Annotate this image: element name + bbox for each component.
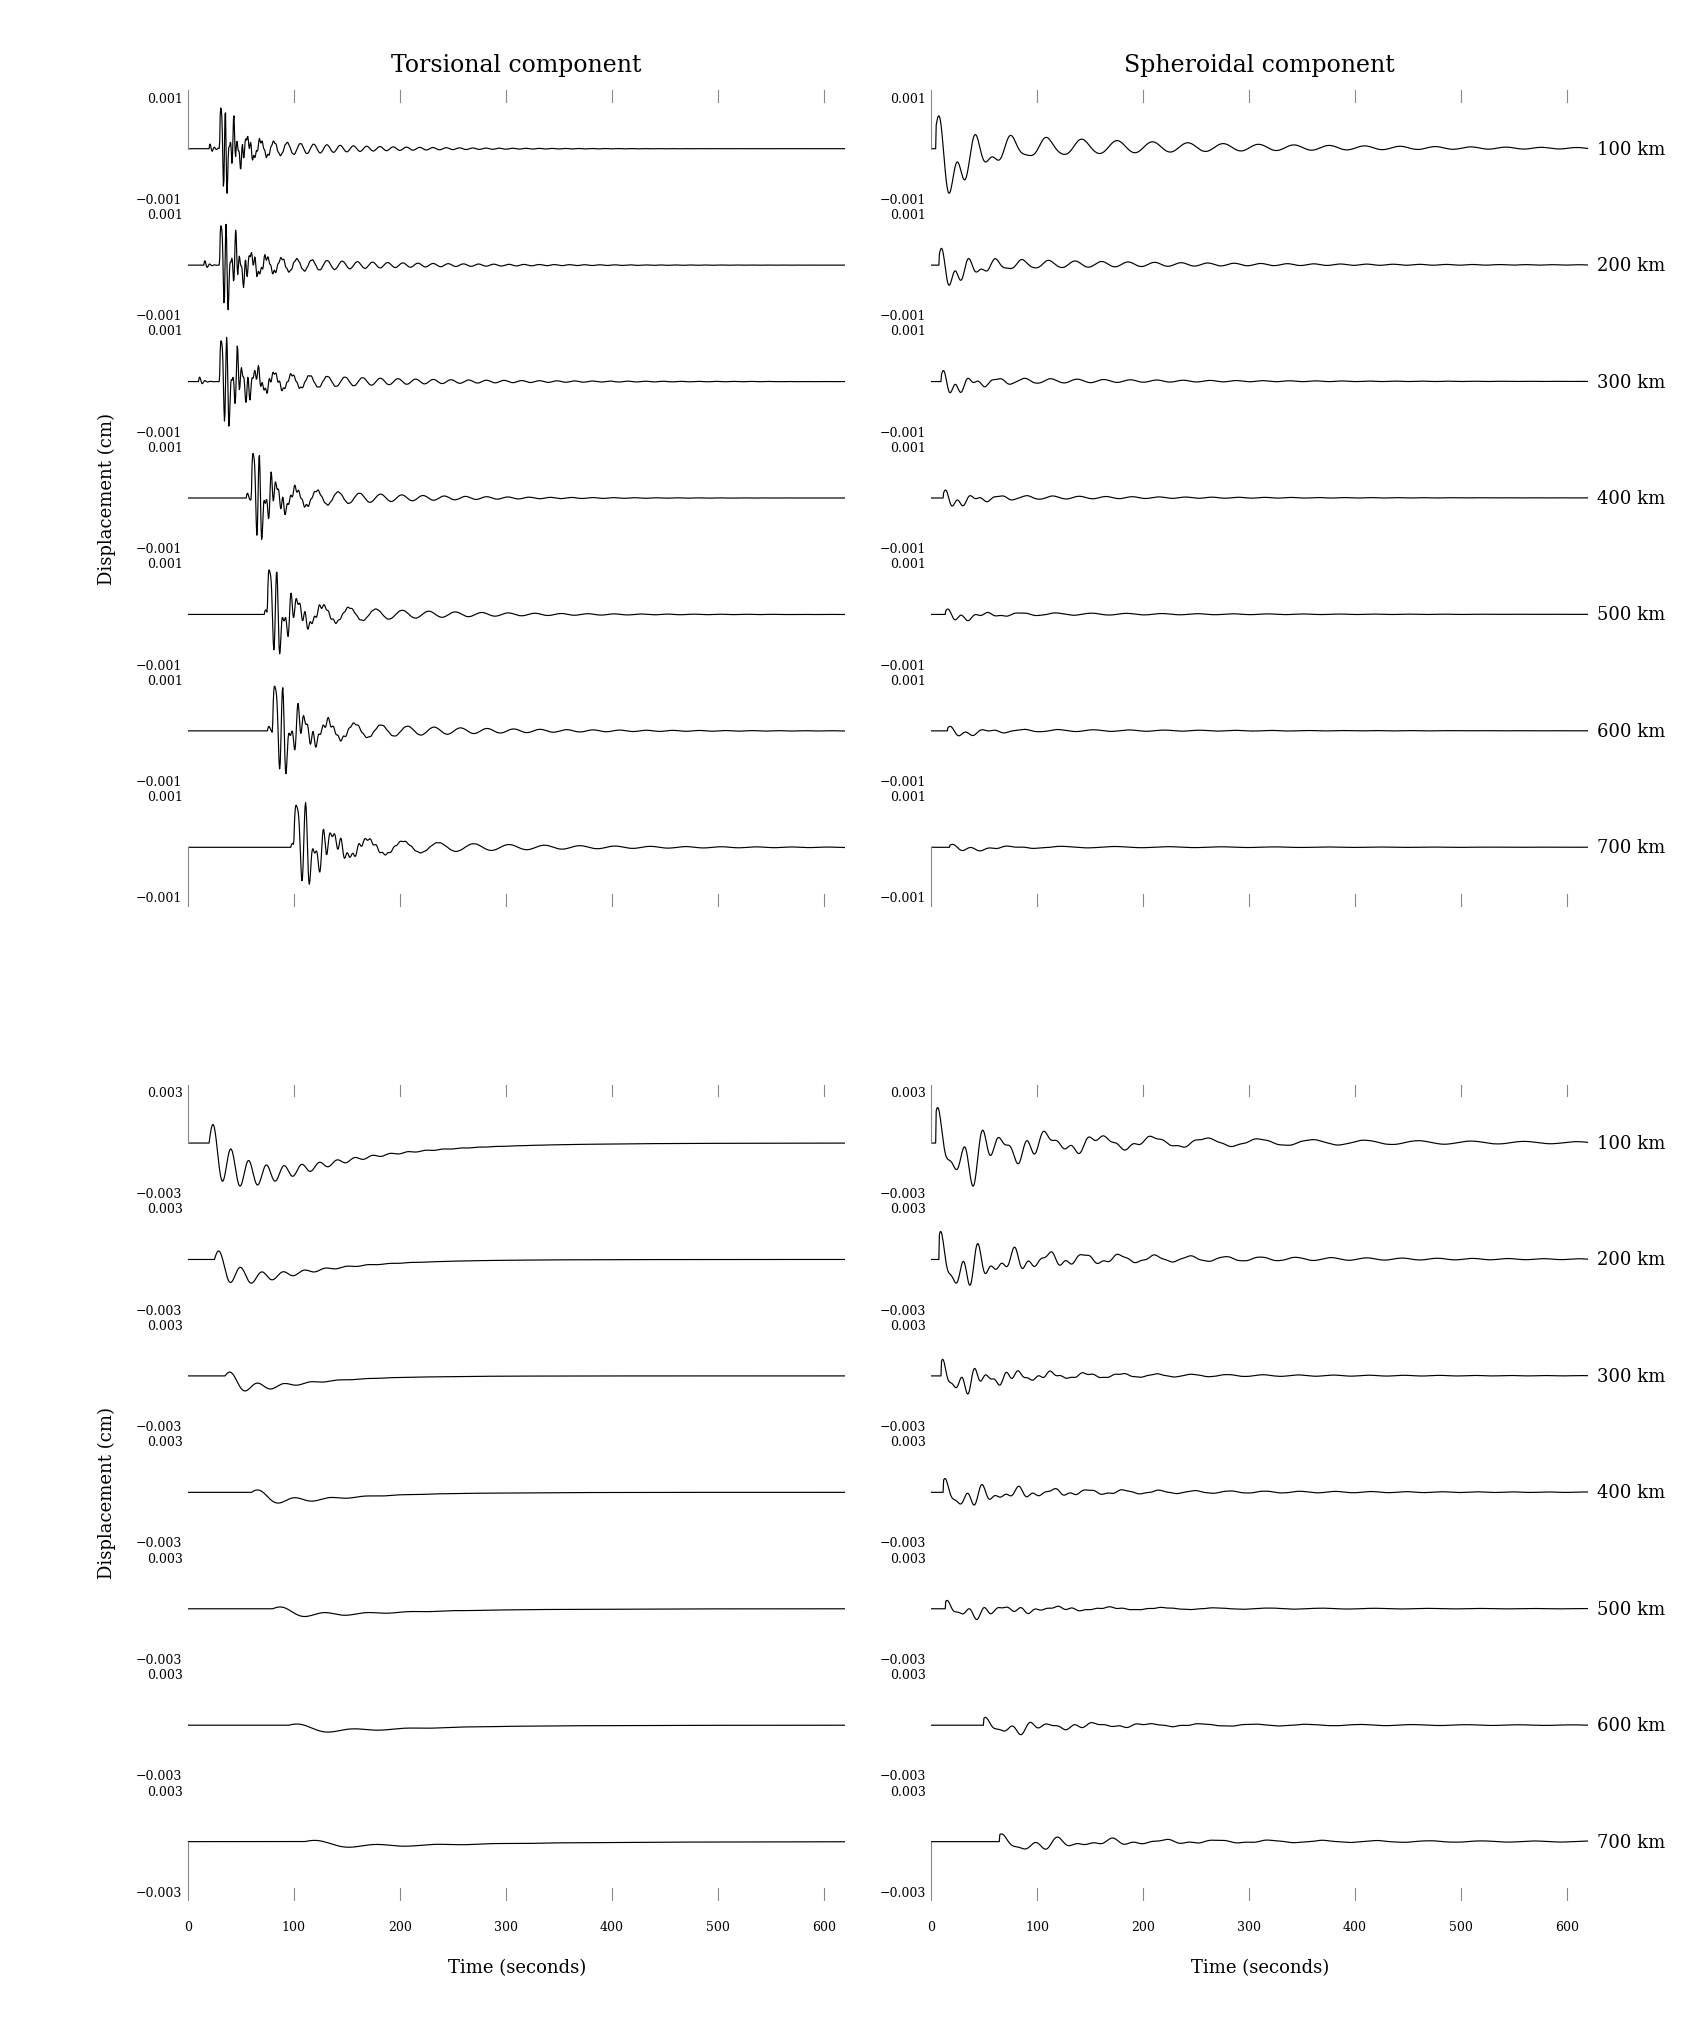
Text: 0.001: 0.001 [147,325,183,337]
Text: 0: 0 [184,1920,191,1932]
Text: 0.003: 0.003 [889,1784,925,1798]
Text: 0.003: 0.003 [147,1668,183,1680]
Text: 0.003: 0.003 [147,1784,183,1798]
Title: Spheroidal component: Spheroidal component [1123,55,1395,77]
Text: 0.001: 0.001 [889,441,925,455]
Text: −0.003: −0.003 [137,1886,183,1898]
Text: 500 km: 500 km [1596,606,1664,624]
Text: 0.003: 0.003 [147,1087,183,1099]
Text: 0.001: 0.001 [889,93,925,106]
Title: Torsional component: Torsional component [391,55,642,77]
Text: 300 km: 300 km [1596,1368,1664,1386]
Text: 400 km: 400 km [1596,1483,1664,1502]
Text: −0.003: −0.003 [137,1770,183,1782]
Y-axis label: Displacement (cm): Displacement (cm) [97,412,116,585]
Text: 0.003: 0.003 [147,1203,183,1215]
Text: 500: 500 [705,1920,729,1932]
Text: 100 km: 100 km [1596,1134,1664,1152]
Text: −0.003: −0.003 [879,1654,925,1666]
Text: −0.001: −0.001 [879,658,925,673]
Text: 0.003: 0.003 [889,1668,925,1680]
Text: 600 km: 600 km [1596,723,1664,740]
Text: −0.001: −0.001 [137,193,183,207]
Text: 400: 400 [599,1920,623,1932]
Text: 400: 400 [1342,1920,1366,1932]
Y-axis label: Displacement (cm): Displacement (cm) [97,1406,116,1579]
Text: Time (seconds): Time (seconds) [447,1959,586,1975]
Text: 300: 300 [1236,1920,1260,1932]
Text: −0.001: −0.001 [137,427,183,439]
Text: −0.001: −0.001 [137,543,183,557]
Text: −0.003: −0.003 [137,1187,183,1201]
Text: 0.003: 0.003 [147,1435,183,1449]
Text: −0.003: −0.003 [879,1305,925,1317]
Text: 0.003: 0.003 [147,1552,183,1565]
Text: −0.003: −0.003 [137,1654,183,1666]
Text: 700 km: 700 km [1596,839,1664,858]
Text: 0: 0 [927,1920,934,1932]
Text: 500 km: 500 km [1596,1599,1664,1617]
Text: −0.001: −0.001 [137,892,183,904]
Text: 700 km: 700 km [1596,1833,1664,1851]
Text: 0.001: 0.001 [147,209,183,221]
Text: −0.001: −0.001 [137,311,183,323]
Text: 200 km: 200 km [1596,256,1664,274]
Text: 0.001: 0.001 [147,790,183,805]
Text: 0.001: 0.001 [889,790,925,805]
Text: −0.001: −0.001 [879,543,925,557]
Text: 0.001: 0.001 [147,559,183,571]
Text: 0.003: 0.003 [889,1087,925,1099]
Text: 0.001: 0.001 [889,209,925,221]
Text: 600: 600 [813,1920,836,1932]
Text: −0.001: −0.001 [879,311,925,323]
Text: 200 km: 200 km [1596,1252,1664,1268]
Text: 0.003: 0.003 [889,1552,925,1565]
Text: −0.003: −0.003 [137,1305,183,1317]
Text: 0.001: 0.001 [147,441,183,455]
Text: −0.001: −0.001 [879,776,925,788]
Text: −0.003: −0.003 [137,1536,183,1550]
Text: 600: 600 [1555,1920,1579,1932]
Text: 0.001: 0.001 [147,93,183,106]
Text: −0.003: −0.003 [879,1187,925,1201]
Text: −0.001: −0.001 [879,892,925,904]
Text: 0.003: 0.003 [147,1319,183,1333]
Text: 300 km: 300 km [1596,374,1664,392]
Text: 300: 300 [493,1920,517,1932]
Text: −0.001: −0.001 [879,193,925,207]
Text: 100: 100 [282,1920,306,1932]
Text: −0.003: −0.003 [879,1770,925,1782]
Text: −0.003: −0.003 [879,1536,925,1550]
Text: −0.001: −0.001 [137,658,183,673]
Text: 0.003: 0.003 [889,1435,925,1449]
Text: 0.003: 0.003 [889,1203,925,1215]
Text: −0.003: −0.003 [879,1420,925,1433]
Text: 400 km: 400 km [1596,490,1664,508]
Text: 100 km: 100 km [1596,140,1664,158]
Text: 0.001: 0.001 [889,675,925,687]
Text: 500: 500 [1448,1920,1471,1932]
Text: Time (seconds): Time (seconds) [1190,1959,1328,1975]
Text: −0.001: −0.001 [137,776,183,788]
Text: 200: 200 [387,1920,411,1932]
Text: 0.003: 0.003 [889,1319,925,1333]
Text: 100: 100 [1024,1920,1048,1932]
Text: 0.001: 0.001 [889,325,925,337]
Text: −0.003: −0.003 [879,1886,925,1898]
Text: 600 km: 600 km [1596,1717,1664,1735]
Text: −0.003: −0.003 [137,1420,183,1433]
Text: 0.001: 0.001 [147,675,183,687]
Text: −0.001: −0.001 [879,427,925,439]
Text: 0.001: 0.001 [889,559,925,571]
Text: 200: 200 [1130,1920,1154,1932]
